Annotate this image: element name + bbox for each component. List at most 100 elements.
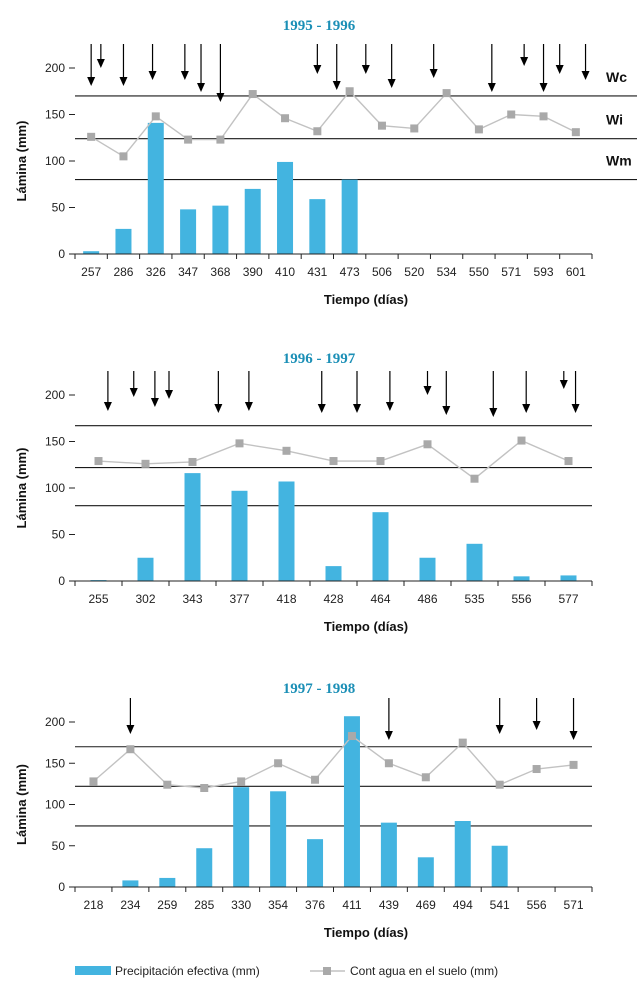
soil-water-point: [376, 457, 385, 466]
bar: [560, 575, 577, 581]
x-tick-label: 354: [268, 898, 288, 912]
x-tick-label: 418: [276, 592, 296, 606]
soil-water-point: [119, 152, 128, 161]
soil-water-point: [347, 732, 356, 741]
chart-panel-3: 1997 - 1998 Lámina (mm) 0 50 100 150 200 218 234…: [14, 681, 593, 940]
x-tick-label: 330: [231, 898, 251, 912]
bar: [325, 566, 342, 581]
y-tick-label: 150: [45, 435, 65, 449]
y-tick-label: 0: [58, 574, 65, 588]
soil-water-point: [94, 457, 103, 466]
x-axis-label: Tiempo (días): [324, 292, 408, 307]
bar: [454, 821, 471, 887]
event-arrow: [103, 371, 112, 411]
x-tick-label: 343: [182, 592, 202, 606]
bar: [343, 716, 360, 887]
x-tick-label: 571: [501, 265, 521, 279]
bar: [341, 179, 358, 254]
event-arrow: [423, 371, 432, 395]
soil-water-point: [345, 87, 354, 96]
bar: [137, 557, 154, 581]
event-arrow: [332, 44, 341, 90]
x-tick-label: 326: [146, 265, 166, 279]
x-tick-label: 464: [370, 592, 390, 606]
event-arrow: [180, 44, 189, 80]
event-arrow: [165, 371, 173, 399]
y-axis-label: Lámina (mm): [14, 764, 29, 845]
soil-water-point: [569, 760, 578, 769]
x-tick-label: 257: [81, 265, 101, 279]
event-arrow: [559, 371, 568, 389]
chart-panel-1: 1995 - 1996 Lámina (mm) 0 50 100 150 200 Wc Wi Wm…: [14, 18, 637, 307]
chart-title: 1997 - 1998: [283, 681, 356, 697]
x-tick-label: 494: [453, 898, 473, 912]
event-arrow: [495, 698, 504, 734]
legend-bar-swatch: [75, 966, 111, 975]
event-arrow: [129, 371, 138, 397]
y-axis-label: Lámina (mm): [14, 121, 29, 202]
legend-line-marker: [323, 967, 331, 975]
x-tick-label: 541: [490, 898, 510, 912]
x-tick-label: 473: [340, 265, 360, 279]
event-arrow: [429, 44, 438, 78]
soil-water-point: [184, 135, 193, 144]
y-tick-label: 150: [45, 108, 65, 122]
y-tick-label: 0: [58, 247, 65, 261]
y-tick-label: 50: [52, 528, 66, 542]
soil-water-point: [87, 132, 96, 141]
event-arrow: [361, 44, 370, 74]
event-arrow: [522, 371, 531, 413]
y-axis-label: Lámina (mm): [14, 448, 29, 529]
event-arrow: [442, 371, 451, 415]
soil-water-point: [517, 436, 526, 445]
soil-water-point: [442, 89, 451, 98]
soil-water-point: [474, 125, 483, 134]
x-tick-label: 218: [83, 898, 103, 912]
soil-water-point: [470, 474, 479, 483]
x-tick-label: 428: [323, 592, 343, 606]
bar: [513, 576, 530, 581]
soil-water-point: [200, 784, 209, 792]
event-arrow: [87, 44, 96, 86]
bar: [159, 877, 176, 887]
event-arrow: [216, 44, 225, 102]
soil-water-point: [571, 128, 580, 137]
x-tick-label: 368: [210, 265, 230, 279]
x-tick-label: 520: [404, 265, 424, 279]
event-arrow: [244, 371, 253, 411]
soil-water-point: [274, 759, 283, 768]
x-tick-label: 534: [437, 265, 457, 279]
event-arrow: [532, 698, 541, 730]
legend-line-label: Cont agua en el suelo (mm): [350, 964, 498, 978]
event-arrow: [119, 44, 128, 86]
bar: [147, 122, 164, 255]
y-tick-label: 100: [45, 481, 65, 495]
event-arrow: [384, 698, 393, 740]
x-axis-label: Tiempo (días): [324, 925, 408, 940]
bar: [196, 848, 213, 887]
soil-water-point: [237, 777, 246, 786]
y-tick-label: 200: [45, 388, 65, 402]
soil-water-point: [532, 765, 541, 774]
y-tick-label: 50: [52, 201, 66, 215]
event-arrow: [555, 44, 564, 74]
threshold-label: Wc: [606, 69, 627, 85]
event-arrow: [197, 44, 206, 92]
soil-water-point: [507, 110, 516, 119]
event-arrow: [126, 698, 135, 734]
x-tick-label: 486: [417, 592, 437, 606]
soil-water-point: [235, 439, 244, 448]
soil-water-point: [281, 114, 290, 123]
charts-group: 1995 - 1996 Lámina (mm) 0 50 100 150 200 Wc Wi Wm…: [14, 18, 637, 940]
bar: [115, 228, 132, 254]
x-tick-label: 302: [135, 592, 155, 606]
x-tick-label: 255: [88, 592, 108, 606]
soil-water-point: [495, 780, 504, 789]
event-arrow: [581, 44, 590, 80]
y-tick-label: 50: [52, 839, 66, 853]
x-tick-label: 571: [564, 898, 584, 912]
bar: [231, 490, 248, 581]
x-tick-label: 556: [511, 592, 531, 606]
soil-water-point: [89, 777, 98, 786]
chart-panel-2: 1996 - 1997 Lámina (mm) 0 50 100 150 200 255 302…: [14, 351, 593, 634]
